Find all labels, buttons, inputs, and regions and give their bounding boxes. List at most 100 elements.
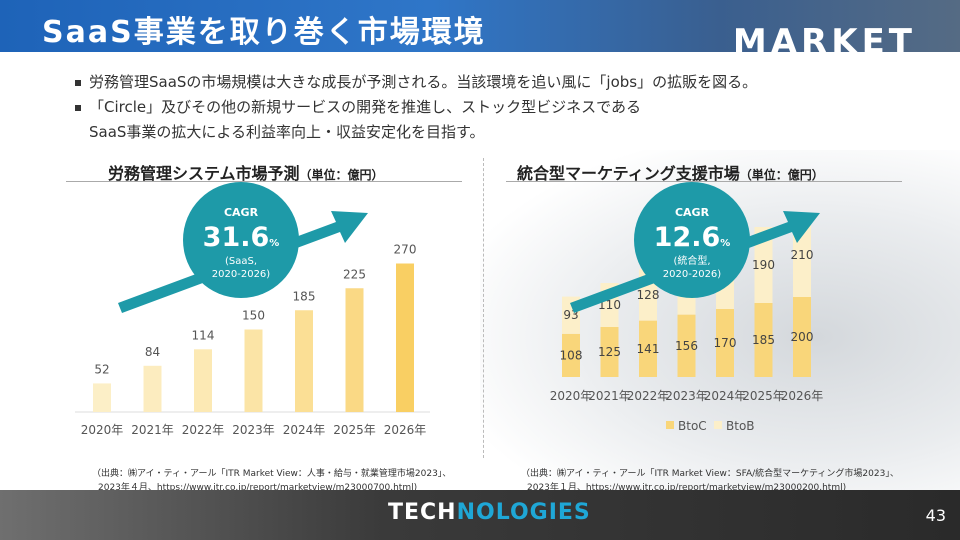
left-bar-value-label: 185 [293, 289, 316, 303]
left-cagr-value: 31.6 [203, 222, 270, 253]
left-bar-value-label: 84 [145, 345, 160, 359]
left-category-label: 2020年 [81, 423, 124, 437]
left-bar-value-label: 225 [343, 267, 366, 281]
left-bar [295, 310, 313, 412]
right-category-label: 2026年 [781, 389, 824, 403]
bullet-text: 「Circle」及びその他の新規サービスの開発を推進し、ストック型ビジネスである [89, 98, 641, 116]
btoc-bar-segment [793, 297, 811, 377]
btob-value-label: 190 [752, 258, 775, 272]
right-source-line-2: 2023年１月、https://www.itr.co.jp/report/mar… [527, 483, 847, 493]
logo-part-a: TECH [388, 500, 457, 525]
left-bar-value-label: 270 [394, 243, 417, 257]
right-cagr-label: CAGR [675, 206, 710, 219]
left-cagr-callout: CAGR 31.6% (SaaS, 2020-2026) [118, 182, 368, 313]
left-category-label: 2024年 [283, 423, 326, 437]
btoc-bar-segment [600, 327, 619, 377]
left-category-label: 2026年 [384, 423, 427, 437]
right-source-note: （出典：㈱アイ・ティ・アール「ITR Market View：SFA/統合型マー… [521, 467, 899, 495]
right-chart-title: 統合型マーケティング支援市場（単位：億円） [517, 160, 824, 184]
left-cagr-percent: % [269, 238, 279, 249]
left-chart-title: 労務管理システム市場予測（単位：億円） [108, 160, 384, 184]
right-cagr-callout: CAGR 12.6% (統合型, 2020-2026) [570, 182, 820, 313]
bullet-square-icon [75, 105, 81, 111]
left-title-underline [66, 181, 462, 182]
btoc-value-label: 108 [560, 348, 583, 362]
left-bar-value-label: 52 [94, 362, 109, 376]
legend-btoc-swatch [666, 421, 674, 429]
btob-value-label: 128 [637, 288, 660, 302]
section-label: MARKET [732, 22, 916, 52]
btoc-value-label: 200 [791, 330, 814, 344]
legend-btoc-label: BtoC [678, 419, 707, 433]
left-bar [345, 288, 364, 412]
right-cagr-note-2: 2020-2026) [663, 269, 722, 280]
right-chart-title-text: 統合型マーケティング支援市場 [517, 164, 740, 183]
btoc-bar-segment [639, 320, 657, 377]
right-chart-unit: （単位：億円） [739, 168, 824, 182]
left-bar [396, 263, 414, 412]
btoc-value-label: 125 [598, 345, 621, 359]
bullet-square-icon [75, 80, 81, 86]
right-category-label: 2023年 [665, 389, 708, 403]
btoc-value-label: 156 [675, 339, 698, 353]
btoc-value-label: 141 [637, 342, 660, 356]
btob-value-label: 210 [791, 248, 814, 262]
right-cagr-percent: % [720, 238, 730, 249]
right-source-line-1: （出典：㈱アイ・ティ・アール「ITR Market View：SFA/統合型マー… [521, 469, 899, 479]
right-category-label: 2024年 [704, 389, 747, 403]
left-category-label: 2022年 [182, 423, 225, 437]
left-bar [194, 349, 212, 412]
header-bar: SaaS事業を取り巻く市場環境 MARKET [0, 0, 960, 52]
logo-part-b: NOLOGIES [456, 500, 591, 525]
btoc-value-label: 185 [752, 333, 775, 347]
right-title-underline [506, 181, 902, 182]
left-bar-chart: 52 2020年 84 2021年 114 2022年 150 2023年 185 2024年 22… [75, 243, 430, 437]
left-chart-unit: （単位：億円） [299, 168, 384, 182]
btoc-bar-segment [677, 314, 696, 377]
right-category-label: 2025年 [742, 389, 785, 403]
chart-divider [483, 158, 484, 458]
page-title: SaaS事業を取り巻く市場環境 [42, 15, 486, 50]
right-cagr-figure: 12.6% [654, 222, 731, 253]
left-cagr-note-1: (SaaS, [225, 256, 257, 267]
right-cagr-value: 12.6 [654, 222, 721, 253]
left-source-note: （出典：㈱アイ・ティ・アール「ITR Market View：人事・給与・就業管… [92, 467, 451, 495]
bullet-text: 労務管理SaaSの市場規模は大きな成長が予測される。当該環境を追い風に「jobs… [89, 73, 758, 91]
left-bar [93, 383, 111, 412]
btoc-bar-segment [716, 309, 734, 377]
left-bar-value-label: 150 [242, 309, 265, 323]
btoc-value-label: 170 [714, 336, 737, 350]
bullet-text-continued: SaaS事業の拡大による利益率向上・収益安定化を目指す。 [89, 123, 485, 141]
right-bar-chart: 108932020年1251102021年1411282022年15615020… [550, 213, 824, 433]
left-cagr-label: CAGR [224, 206, 259, 219]
left-cagr-note-2: 2020-2026) [212, 269, 271, 280]
left-chart-title-text: 労務管理システム市場予測 [108, 164, 300, 183]
right-category-label: 2022年 [627, 389, 670, 403]
legend-btob-swatch [714, 421, 722, 429]
left-category-label: 2021年 [131, 423, 174, 437]
bullet-item: 「Circle」及びその他の新規サービスの開発を推進し、ストック型ビジネスである [75, 95, 757, 120]
right-cagr-note-1: (統合型, [673, 254, 710, 267]
left-bar [143, 365, 162, 412]
left-source-line-2: 2023年４月、https://www.itr.co.jp/report/mar… [98, 483, 418, 493]
left-source-line-1: （出典：㈱アイ・ティ・アール「ITR Market View：人事・給与・就業管… [92, 469, 452, 479]
left-category-label: 2025年 [333, 423, 376, 437]
left-category-label: 2023年 [232, 423, 275, 437]
left-cagr-circle [183, 182, 299, 298]
company-logo: TECHNOLOGIES [388, 500, 591, 525]
left-bar-value-label: 114 [192, 328, 215, 342]
page-number: 43 [925, 506, 946, 525]
left-cagr-figure: 31.6% [203, 222, 280, 253]
right-category-label: 2021年 [588, 389, 631, 403]
right-cagr-circle [634, 182, 750, 298]
right-category-label: 2020年 [550, 389, 593, 403]
left-bar [244, 329, 263, 412]
btob-bar-segment [754, 227, 773, 303]
footer-bar: TECHNOLOGIES 43 [0, 490, 960, 540]
legend-btob-label: BtoB [726, 419, 755, 433]
bullet-list: 労務管理SaaSの市場規模は大きな成長が予測される。当該環境を追い風に「jobs… [75, 70, 757, 145]
bullet-item: 労務管理SaaSの市場規模は大きな成長が予測される。当該環境を追い風に「jobs… [75, 70, 757, 95]
btoc-bar-segment [562, 333, 580, 377]
btoc-bar-segment [754, 303, 773, 377]
